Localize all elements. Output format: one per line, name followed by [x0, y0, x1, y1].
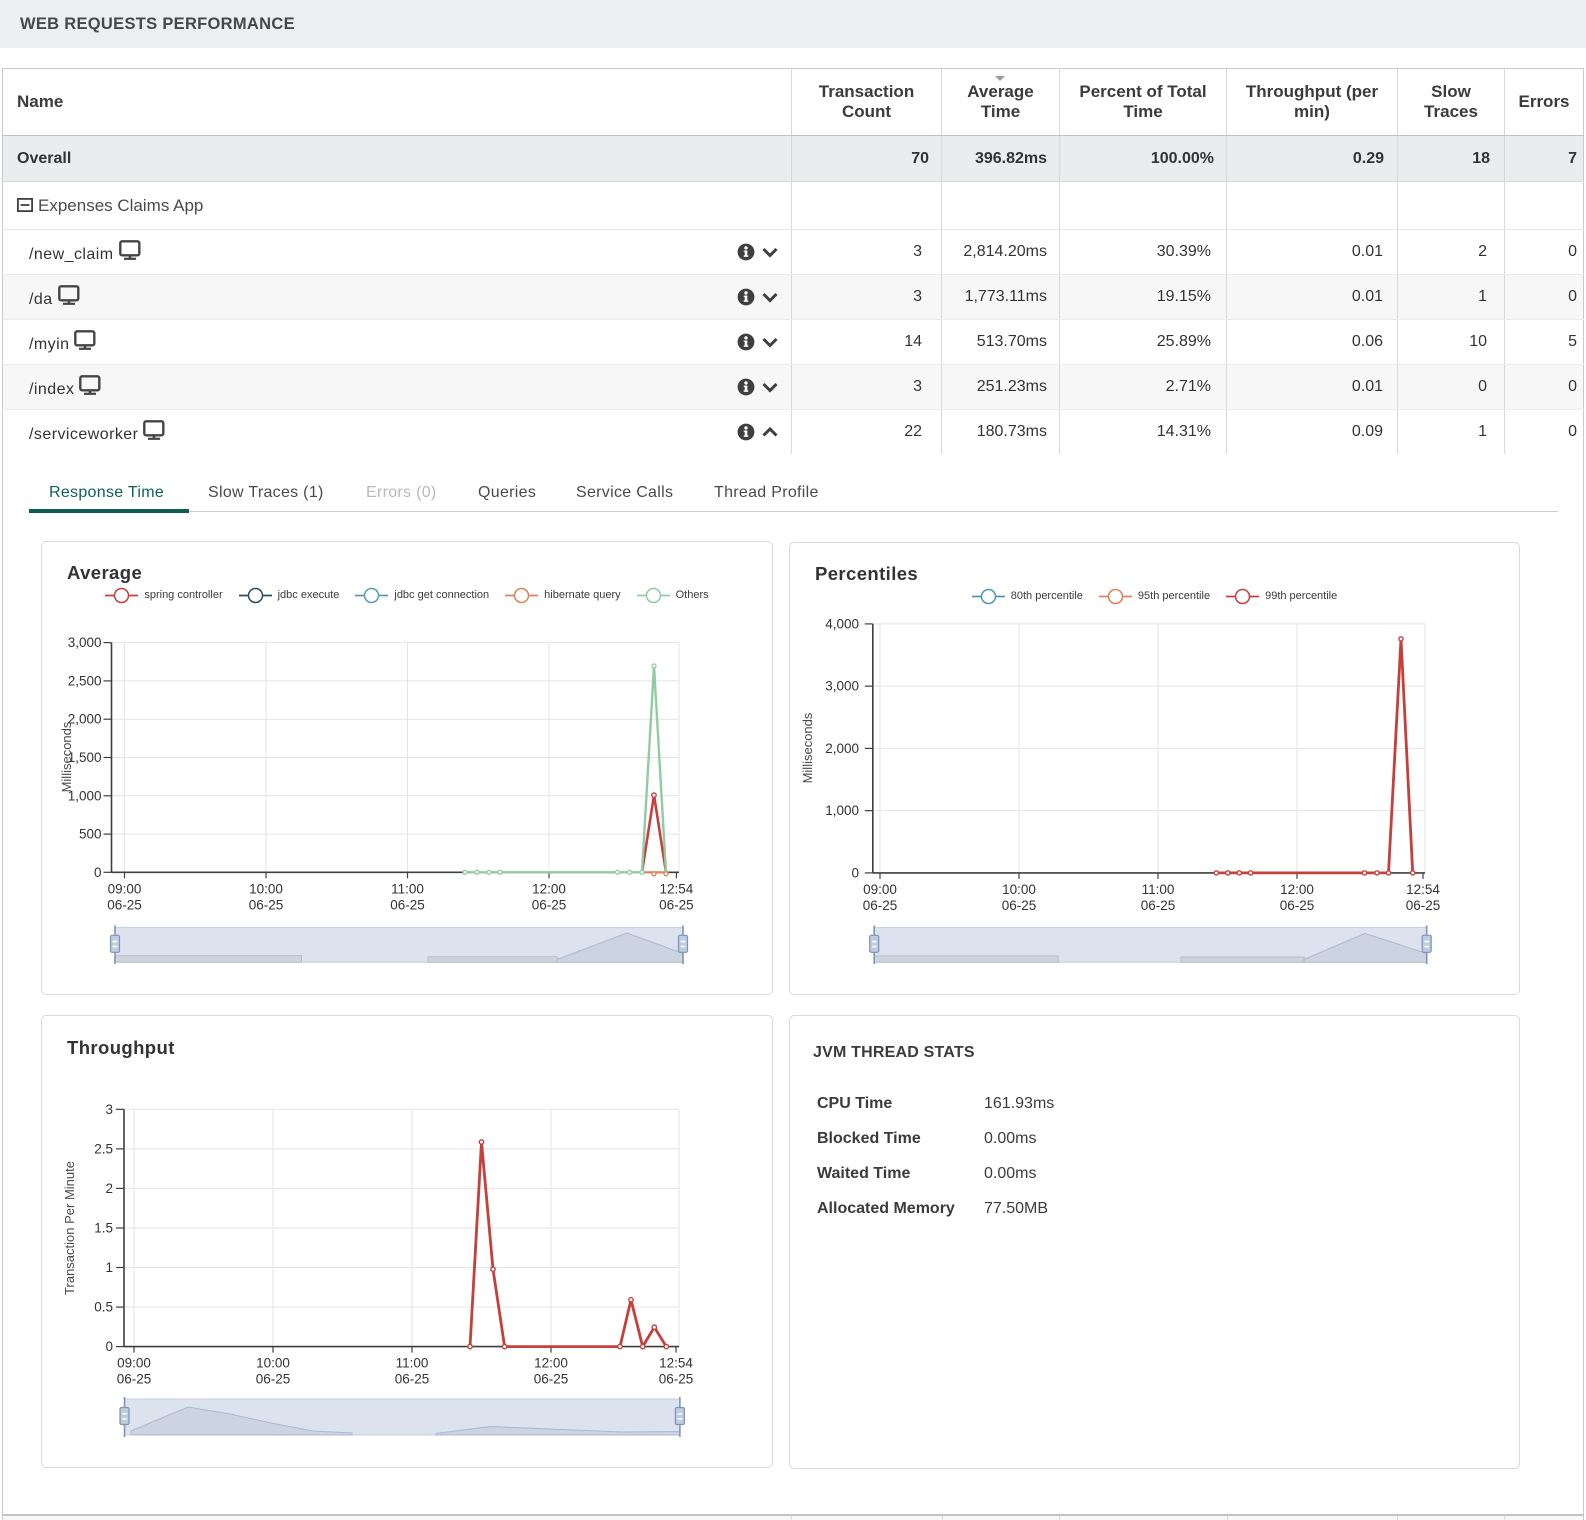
svg-text:06-25: 06-25	[534, 1372, 569, 1387]
svg-text:500: 500	[79, 827, 102, 842]
svg-text:06-25: 06-25	[659, 1372, 694, 1387]
svg-text:06-25: 06-25	[659, 897, 694, 912]
svg-text:2,000: 2,000	[68, 712, 102, 727]
svg-text:1: 1	[105, 1260, 113, 1275]
svg-text:Milliseconds: Milliseconds	[59, 721, 74, 792]
svg-text:3,000: 3,000	[68, 635, 102, 650]
svg-text:09:00: 09:00	[108, 881, 142, 896]
svg-text:11:00: 11:00	[396, 1356, 429, 1371]
svg-text:0: 0	[94, 865, 102, 880]
svg-text:10:00: 10:00	[249, 881, 283, 896]
svg-text:0.5: 0.5	[94, 1300, 113, 1315]
svg-text:06-25: 06-25	[117, 1372, 152, 1387]
svg-text:12:00: 12:00	[532, 881, 566, 896]
svg-text:06-25: 06-25	[1002, 898, 1037, 913]
svg-text:06-25: 06-25	[249, 897, 284, 912]
svg-text:Transaction Per Minute: Transaction Per Minute	[62, 1161, 77, 1295]
svg-text:09:00: 09:00	[863, 882, 897, 897]
svg-text:Milliseconds: Milliseconds	[800, 712, 815, 783]
svg-text:06-25: 06-25	[107, 897, 142, 912]
svg-text:06-25: 06-25	[1280, 898, 1315, 913]
svg-text:06-25: 06-25	[390, 897, 425, 912]
svg-text:09:00: 09:00	[117, 1356, 151, 1371]
svg-text:2,000: 2,000	[825, 741, 859, 756]
svg-text:0: 0	[851, 865, 859, 880]
svg-text:12:00: 12:00	[1280, 882, 1314, 897]
svg-text:11:00: 11:00	[391, 881, 424, 896]
svg-text:06-25: 06-25	[1406, 898, 1441, 913]
svg-text:0: 0	[105, 1339, 113, 1354]
svg-text:1,000: 1,000	[825, 803, 859, 818]
svg-text:1,000: 1,000	[68, 788, 102, 803]
svg-text:11:00: 11:00	[1142, 882, 1175, 897]
svg-text:2,500: 2,500	[68, 673, 102, 688]
svg-text:06-25: 06-25	[1141, 898, 1176, 913]
svg-text:10:00: 10:00	[256, 1356, 290, 1371]
svg-text:1,500: 1,500	[68, 750, 102, 765]
svg-text:06-25: 06-25	[395, 1372, 430, 1387]
svg-text:12:00: 12:00	[534, 1356, 568, 1371]
svg-text:2.5: 2.5	[94, 1141, 113, 1156]
svg-text:1.5: 1.5	[94, 1220, 113, 1235]
svg-text:10:00: 10:00	[1002, 882, 1036, 897]
svg-text:12:54: 12:54	[660, 881, 694, 896]
svg-text:12:54: 12:54	[659, 1356, 693, 1371]
svg-text:4,000: 4,000	[825, 616, 859, 631]
svg-text:06-25: 06-25	[532, 897, 567, 912]
svg-text:2: 2	[105, 1181, 113, 1196]
svg-text:3: 3	[105, 1102, 113, 1117]
svg-text:06-25: 06-25	[863, 898, 898, 913]
svg-text:3,000: 3,000	[825, 679, 859, 694]
svg-text:12:54: 12:54	[1406, 882, 1440, 897]
svg-text:06-25: 06-25	[256, 1372, 291, 1387]
